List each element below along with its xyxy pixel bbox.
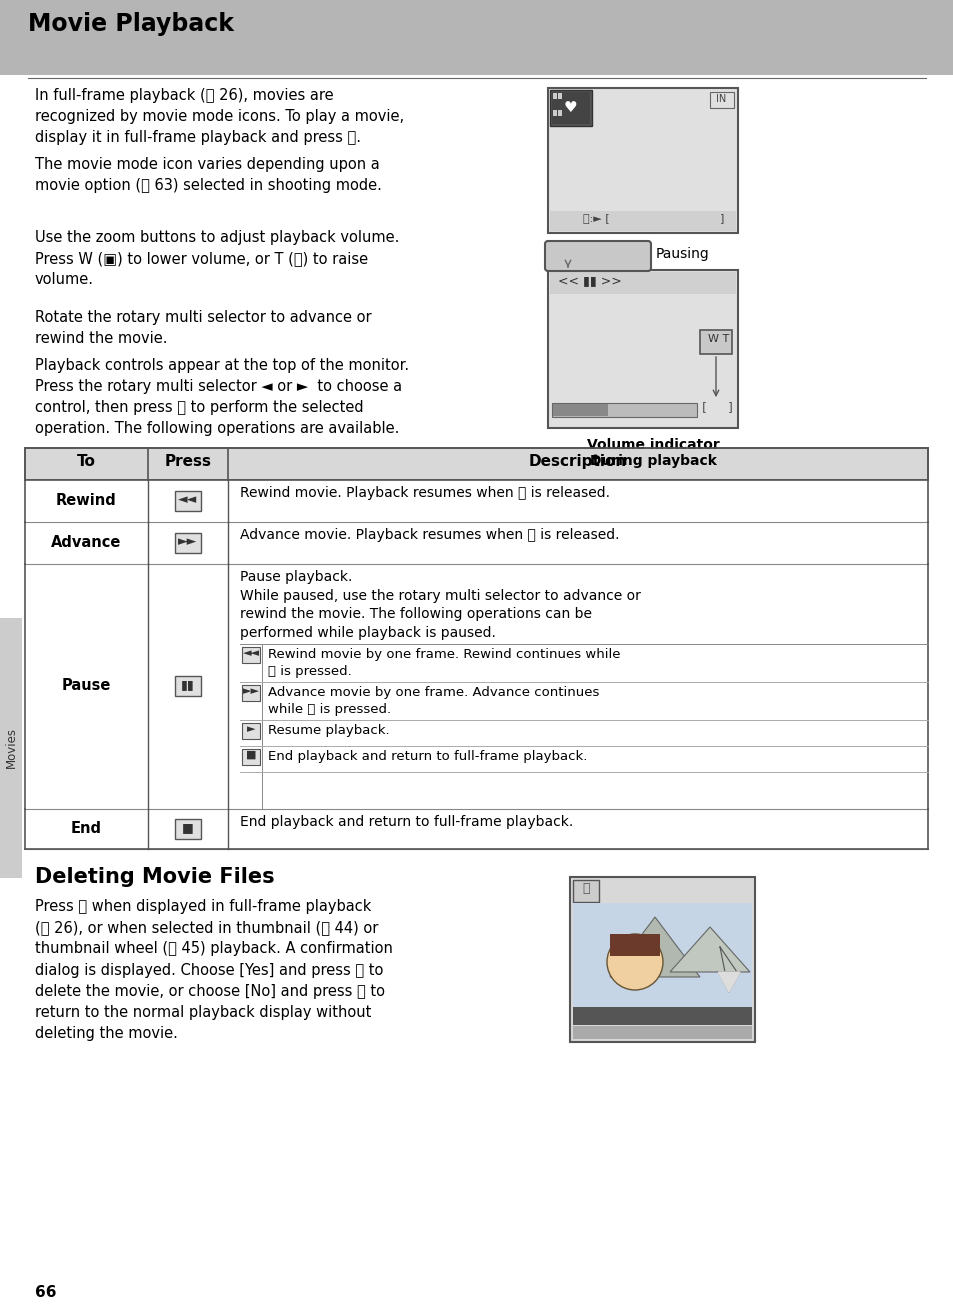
Text: ▮▮: ▮▮ [591,248,603,258]
Text: ◄◄: ◄◄ [242,648,259,658]
Text: Movies: Movies [5,728,17,769]
Text: Pausing: Pausing [656,247,709,261]
Text: End: End [71,821,101,836]
Text: Volume indicator: Volume indicator [586,438,719,452]
Bar [569,876,754,1042]
Text: Ⓢ: Ⓢ [581,882,589,895]
Text: Advance movie by one frame. Advance continues
while Ⓢ is pressed.: Advance movie by one frame. Advance cont… [268,686,598,716]
Bar [0,0,953,75]
Text: Rewind movie by one frame. Rewind continues while
Ⓢ is pressed.: Rewind movie by one frame. Rewind contin… [268,648,619,678]
Text: ►►: ►► [242,686,259,696]
Bar [700,330,731,353]
Text: Pause playback.
While paused, use the rotary multi selector to advance or
rewind: Pause playback. While paused, use the ro… [240,570,640,640]
Bar [0,618,22,878]
Text: Press: Press [164,455,212,469]
Bar [242,723,260,738]
Text: Ⓢ:► [: Ⓢ:► [ [582,213,609,223]
Bar [573,1007,751,1025]
Text: Advance: Advance [51,535,121,551]
Bar [174,533,201,553]
Text: In full-frame playback (Ⓢ 26), movies are
recognized by movie mode icons. To pla: In full-frame playback (Ⓢ 26), movies ar… [35,88,404,145]
Text: Rotate the rotary multi selector to advance or
rewind the movie.: Rotate the rotary multi selector to adva… [35,310,372,346]
Text: Resume playback.: Resume playback. [268,724,389,737]
Text: >>: >> [620,248,639,258]
Bar [242,685,260,700]
Bar [547,88,738,233]
Text: Pause: Pause [61,678,111,692]
Text: Press Ⓢ when displayed in full-frame playback
(Ⓢ 26), or when selected in thumbn: Press Ⓢ when displayed in full-frame pla… [35,899,393,1042]
Bar [242,646,260,664]
Bar [553,403,607,417]
Bar [573,903,751,1013]
Text: ]: ] [727,401,732,414]
Text: W T: W T [707,334,728,344]
Bar [550,89,592,126]
Text: ▁▂▃: ▁▂▃ [610,936,659,955]
Bar [174,491,201,511]
Text: Use the zoom buttons to adjust playback volume.
Press W (▣) to lower volume, or : Use the zoom buttons to adjust playback … [35,230,399,286]
Text: Playback controls appear at the top of the monitor.
Press the rotary multi selec: Playback controls appear at the top of t… [35,357,409,436]
Polygon shape [718,972,740,992]
Text: Movie Playback: Movie Playback [28,12,233,35]
Text: Rewind movie. Playback resumes when Ⓢ is released.: Rewind movie. Playback resumes when Ⓢ is… [240,486,609,501]
Text: End playback and return to full-frame playback.: End playback and return to full-frame pl… [268,750,587,763]
Bar [552,92,589,124]
Bar [573,1026,751,1039]
Text: ■: ■ [182,821,193,834]
Text: Advance movie. Playback resumes when Ⓢ is released.: Advance movie. Playback resumes when Ⓢ i… [240,528,618,541]
Bar [609,934,659,957]
Bar [174,675,201,696]
Text: End playback and return to full-frame playback.: End playback and return to full-frame pl… [240,815,573,829]
Text: The movie mode icon varies depending upon a
movie option (Ⓢ 63) selected in shoo: The movie mode icon varies depending upo… [35,156,381,193]
Text: Deleting Movie Files: Deleting Movie Files [35,867,274,887]
Bar [709,92,733,108]
Bar [552,403,697,417]
Bar [550,212,735,231]
Bar [25,480,927,522]
Text: IN: IN [716,95,725,104]
Text: ◄◄: ◄◄ [178,493,197,506]
Text: ♥: ♥ [562,100,577,116]
Polygon shape [609,917,700,978]
Bar [25,809,927,849]
Circle shape [606,934,662,989]
Text: << ▮▮ >>: << ▮▮ >> [558,275,621,286]
Text: During playback: During playback [589,455,716,468]
Text: 66: 66 [35,1285,56,1300]
Bar [553,110,557,116]
Bar [547,269,738,428]
Bar [558,93,561,99]
Text: ■: ■ [246,750,256,759]
Bar [25,522,927,564]
Bar [25,448,927,480]
Bar [174,819,201,840]
Text: To: To [76,455,95,469]
Bar [573,880,598,901]
Text: ►►: ►► [178,535,197,548]
Text: [: [ [701,401,706,414]
Bar [242,749,260,765]
Bar [558,110,561,116]
Text: ►: ► [247,724,255,735]
Bar [550,272,735,294]
Bar [25,564,927,809]
Text: Description: Description [528,455,626,469]
Text: ▮▮: ▮▮ [181,678,194,691]
FancyBboxPatch shape [544,240,650,271]
Text: Rewind: Rewind [55,493,116,509]
Bar [553,93,557,99]
Text: ]: ] [720,213,723,223]
Polygon shape [669,926,749,972]
Text: <<: << [554,248,573,258]
